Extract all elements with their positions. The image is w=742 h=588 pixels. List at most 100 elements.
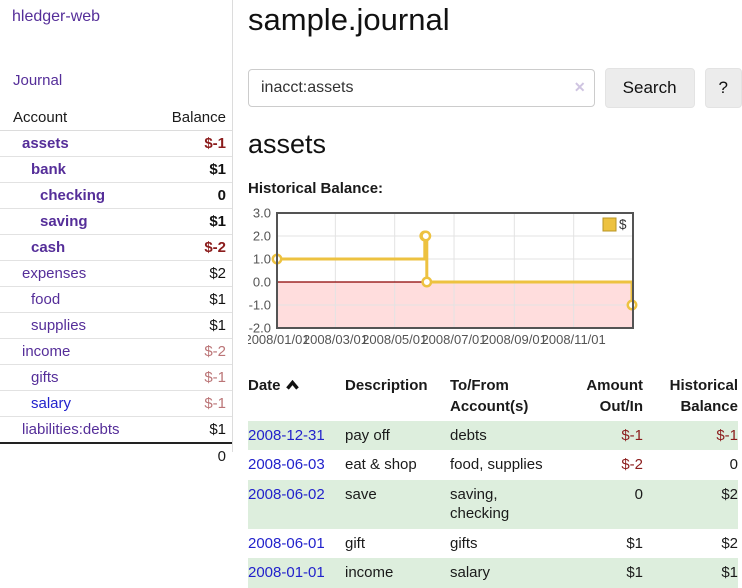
register-amount: $1 xyxy=(626,564,643,582)
y-axis-tick-label: 2.0 xyxy=(253,229,271,244)
account-row: liabilities:debts $1 xyxy=(0,416,232,444)
accounts-header-row: Account Balance xyxy=(0,105,232,131)
account-balance: $1 xyxy=(154,208,232,235)
register-row: 2008-06-02 save saving, checking 0 $2 xyxy=(248,479,738,529)
register-accounts: saving, checking xyxy=(450,485,510,523)
search-button[interactable]: Search xyxy=(604,67,695,108)
register-balance: 0 xyxy=(729,456,738,474)
register-description: pay off xyxy=(345,426,390,444)
register-balance: $-1 xyxy=(716,426,738,444)
x-axis-tick-label: 2008/09/01 xyxy=(482,332,547,347)
register-amount: $-1 xyxy=(621,426,643,444)
y-axis-tick-label: -1.0 xyxy=(249,298,271,313)
x-axis-tick-label: 2008/05/01 xyxy=(362,332,427,347)
main-content: sample.journal ✕ Search ? assets Histori… xyxy=(233,0,742,588)
account-link[interactable]: gifts xyxy=(31,369,59,386)
y-axis-tick-label: 1.0 xyxy=(253,252,271,267)
account-link[interactable]: assets xyxy=(22,135,69,152)
register-amount: 0 xyxy=(634,485,643,503)
page-title: sample.journal xyxy=(248,2,450,37)
x-axis-tick-label: 2008/07/01 xyxy=(421,332,486,347)
account-link[interactable]: cash xyxy=(31,239,66,256)
clear-search-icon[interactable]: ✕ xyxy=(573,78,586,95)
search-form: ✕ Search ? xyxy=(248,67,742,108)
register-date-link[interactable]: 2008-12-31 xyxy=(248,426,325,444)
register-amount: $-2 xyxy=(621,456,643,474)
accounts-total-row: 0 xyxy=(0,442,232,469)
account-link[interactable]: income xyxy=(22,343,71,360)
register-balance: $2 xyxy=(721,485,738,503)
register-header-row: Date Description To/From Account(s) Amou… xyxy=(248,372,738,421)
sidebar-item-journal[interactable]: Journal xyxy=(13,72,63,89)
account-row: gifts $-1 xyxy=(0,364,232,391)
account-row: food $1 xyxy=(0,286,232,313)
account-link[interactable]: bank xyxy=(31,161,67,178)
register-header-description: Description xyxy=(345,377,428,395)
historical-balance-chart[interactable]: $3.0 2.0 1.0 0.0 -1.0 -2.0 2008/01/01 2008/03/0… xyxy=(244,205,742,357)
account-balance: $-1 xyxy=(154,364,232,391)
register-header-amount: Amount Out/In xyxy=(586,377,643,415)
plot-border xyxy=(276,212,634,330)
sidebar: hledger-web Journal Account Balance asse… xyxy=(0,0,233,469)
register-description: income xyxy=(345,564,394,582)
register-description: gift xyxy=(345,534,366,552)
account-row: expenses $2 xyxy=(0,260,232,287)
account-row: assets $-1 xyxy=(0,130,232,157)
accounts-header-balance: Balance xyxy=(154,105,232,131)
register-balance: $2 xyxy=(721,534,738,552)
account-link[interactable]: supplies xyxy=(31,317,87,334)
chart-title: Historical Balance: xyxy=(248,180,384,198)
data-point-marker[interactable] xyxy=(421,276,433,288)
account-balance: $2 xyxy=(154,260,232,287)
search-input[interactable] xyxy=(248,68,595,107)
account-row: saving $1 xyxy=(0,208,232,235)
register-date-link[interactable]: 2008-06-03 xyxy=(248,456,325,474)
legend-label: $ xyxy=(619,217,627,232)
legend-swatch xyxy=(602,217,617,232)
account-row: income $-2 xyxy=(0,338,232,365)
account-row: cash $-2 xyxy=(0,234,232,261)
register-balance: $1 xyxy=(721,564,738,582)
y-axis-tick-label: 3.0 xyxy=(253,206,271,221)
account-link[interactable]: expenses xyxy=(22,265,87,282)
register-date-link[interactable]: 2008-01-01 xyxy=(248,564,325,582)
chart-svg: $3.0 2.0 1.0 0.0 -1.0 -2.02008/01/012008/03/0… xyxy=(244,206,638,347)
account-balance: $1 xyxy=(154,416,232,444)
register-row: 2008-01-01 income salary $1 $1 xyxy=(248,558,738,588)
accounts-total-balance: 0 xyxy=(154,442,232,469)
account-link[interactable]: checking xyxy=(40,187,106,204)
account-balance: $-2 xyxy=(154,338,232,365)
account-link[interactable]: saving xyxy=(40,213,88,230)
register-description: eat & shop xyxy=(345,456,417,474)
account-heading: assets xyxy=(248,128,327,159)
x-axis-tick-label: 2008/03/01 xyxy=(303,332,368,347)
data-point-marker[interactable] xyxy=(420,230,432,242)
sort-ascending-icon xyxy=(285,377,299,397)
register-date-link[interactable]: 2008-06-01 xyxy=(248,534,325,552)
chart-legend: $ xyxy=(602,217,627,232)
account-balance: $1 xyxy=(154,156,232,183)
account-row: checking 0 xyxy=(0,182,232,209)
app-title-link[interactable]: hledger-web xyxy=(12,8,101,25)
x-axis-tick-label: 2008/01/01 xyxy=(248,332,310,347)
account-row: supplies $1 xyxy=(0,312,232,339)
register-accounts: salary xyxy=(450,564,491,582)
account-link[interactable]: food xyxy=(31,291,61,308)
register-amount: $1 xyxy=(626,534,643,552)
register-accounts: food, supplies xyxy=(450,456,543,474)
register-date-link[interactable]: 2008-06-02 xyxy=(248,485,325,503)
y-axis-tick-label: -2.0 xyxy=(249,321,271,336)
register-header-accounts: To/From Account(s) xyxy=(450,377,529,415)
account-balance: 0 xyxy=(154,182,232,209)
account-balance: $1 xyxy=(154,286,232,313)
help-button[interactable]: ? xyxy=(704,67,742,108)
accounts-header-account: Account xyxy=(0,105,155,131)
register-header-date[interactable]: Date xyxy=(248,372,345,421)
account-link[interactable]: salary xyxy=(31,395,72,412)
register-header-balance: Historical Balance xyxy=(669,377,738,415)
register-row: 2008-06-01 gift gifts $1 $2 xyxy=(248,529,738,559)
account-link[interactable]: liabilities:debts xyxy=(22,421,120,438)
x-axis-tick-label: 2008/11/01 xyxy=(542,332,606,347)
register-row: 2008-06-03 eat & shop food, supplies $-2 0 xyxy=(248,450,738,480)
